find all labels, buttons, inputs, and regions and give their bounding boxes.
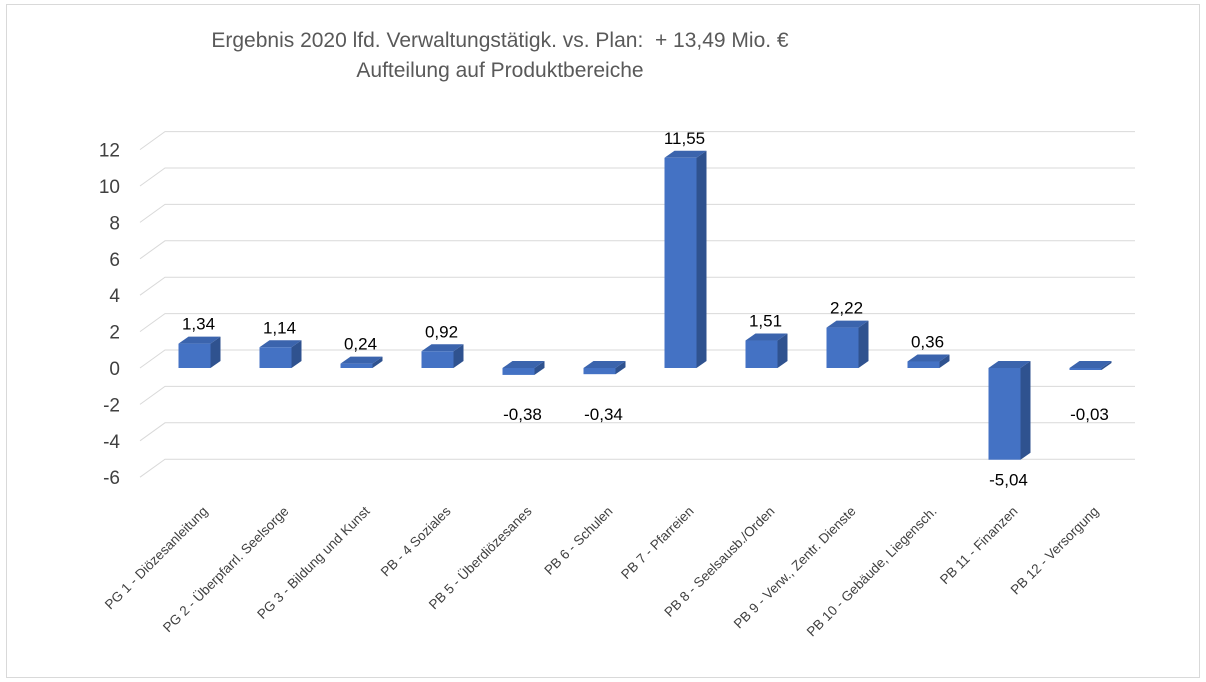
bar bbox=[178, 336, 221, 368]
bar-top bbox=[745, 333, 788, 341]
data-label: 2,22 bbox=[830, 299, 863, 318]
bar-front bbox=[826, 327, 859, 368]
gridline bbox=[139, 131, 1135, 151]
gridline bbox=[139, 349, 1135, 369]
bar-front bbox=[178, 343, 211, 368]
bars bbox=[178, 150, 1112, 460]
bar-front bbox=[340, 363, 373, 368]
y-axis-ticks: -6 -4 -2 0 2 4 6 8 10 12 bbox=[99, 141, 121, 490]
y-tick-label: 6 bbox=[109, 250, 120, 271]
bar-front bbox=[421, 351, 454, 368]
bar-side bbox=[1101, 361, 1112, 370]
data-label: 1,14 bbox=[263, 318, 296, 337]
y-tick-label: 2 bbox=[109, 323, 120, 344]
chart-title: Ergebnis 2020 lfd. Verwaltungstätigk. vs… bbox=[211, 29, 789, 52]
bar bbox=[421, 344, 464, 368]
bar-front bbox=[988, 368, 1021, 460]
chart-subtitle: Aufteilung auf Produktbereiche bbox=[356, 59, 644, 82]
bar-front bbox=[583, 368, 616, 375]
category-label: PB 7 - Pfarreien bbox=[618, 504, 697, 583]
category-label: PB 12 - Versorgung bbox=[1008, 504, 1102, 598]
data-label: 0,24 bbox=[344, 335, 377, 354]
bar bbox=[340, 356, 383, 368]
data-label: -0,38 bbox=[503, 405, 542, 424]
data-label: -5,04 bbox=[989, 471, 1028, 490]
gridline bbox=[139, 167, 1135, 187]
bar bbox=[988, 361, 1031, 460]
bar-front bbox=[502, 368, 535, 375]
bar-side bbox=[696, 150, 707, 368]
bar-top bbox=[421, 344, 464, 352]
data-label: -0,03 bbox=[1070, 405, 1109, 424]
y-tick-label: 12 bbox=[99, 141, 120, 162]
bar-top bbox=[988, 361, 1031, 368]
bar-top bbox=[583, 361, 626, 368]
gridline bbox=[139, 422, 1135, 442]
data-label: 0,36 bbox=[911, 332, 944, 351]
gridline bbox=[139, 385, 1135, 405]
bar-top bbox=[259, 340, 302, 348]
bar bbox=[826, 320, 869, 368]
bar-front bbox=[664, 157, 697, 368]
bar bbox=[583, 361, 626, 375]
bar bbox=[907, 354, 950, 368]
bar-top bbox=[1069, 361, 1112, 368]
y-tick-label: 8 bbox=[109, 213, 120, 234]
bar-side bbox=[210, 336, 221, 368]
bar bbox=[1069, 361, 1112, 370]
bar-side bbox=[777, 333, 788, 368]
bar bbox=[745, 333, 788, 368]
bar-top bbox=[664, 150, 707, 158]
category-label: PB 6 - Schulen bbox=[541, 504, 615, 578]
gridline bbox=[139, 240, 1135, 260]
bar-front bbox=[745, 340, 778, 368]
data-label: -0,34 bbox=[584, 405, 623, 424]
bar-side bbox=[939, 354, 950, 368]
bar-top bbox=[907, 354, 950, 362]
category-label: PB - 4 Soziales bbox=[378, 503, 454, 579]
bar-side bbox=[858, 320, 869, 368]
bar-top bbox=[826, 320, 869, 328]
bar-front bbox=[907, 361, 940, 368]
data-label: 11,55 bbox=[664, 129, 705, 148]
y-tick-label: 0 bbox=[109, 359, 120, 380]
bar-top bbox=[178, 336, 221, 344]
data-labels: 1,34 1,14 0,24 0,92 -0,38 -0,34 11,55 1,51 2,22 0… bbox=[182, 129, 1109, 490]
bar-front bbox=[1069, 368, 1102, 370]
gridlines bbox=[139, 131, 1135, 478]
bar bbox=[502, 361, 545, 375]
bar bbox=[259, 340, 302, 368]
data-label: 0,92 bbox=[425, 322, 458, 341]
bar-side bbox=[534, 361, 545, 375]
category-label: PB 10 - Gebäude, Liegensch. bbox=[804, 504, 940, 640]
y-tick-label: -6 bbox=[103, 468, 120, 489]
gridline bbox=[139, 276, 1135, 296]
bar-front bbox=[259, 347, 292, 368]
bar bbox=[664, 150, 707, 368]
bar-side bbox=[615, 361, 626, 375]
bar-side bbox=[453, 344, 464, 368]
gridline bbox=[139, 203, 1135, 223]
category-label: PB 11 - Finanzen bbox=[937, 504, 1021, 588]
y-tick-label: 4 bbox=[109, 286, 120, 307]
data-label: 1,34 bbox=[182, 315, 215, 334]
data-label: 1,51 bbox=[749, 312, 782, 331]
chart-title-block: Ergebnis 2020 lfd. Verwaltungstätigk. vs… bbox=[0, 26, 1000, 86]
y-tick-label: 10 bbox=[99, 177, 120, 198]
bar-side bbox=[372, 356, 383, 368]
gridline bbox=[139, 313, 1135, 333]
y-tick-label: -2 bbox=[103, 395, 120, 416]
bar-top bbox=[340, 356, 383, 364]
gridline bbox=[139, 458, 1135, 478]
bar-side bbox=[1020, 361, 1031, 460]
y-tick-label: -4 bbox=[103, 432, 120, 453]
bar-side bbox=[291, 340, 302, 368]
bar-top bbox=[502, 361, 545, 368]
